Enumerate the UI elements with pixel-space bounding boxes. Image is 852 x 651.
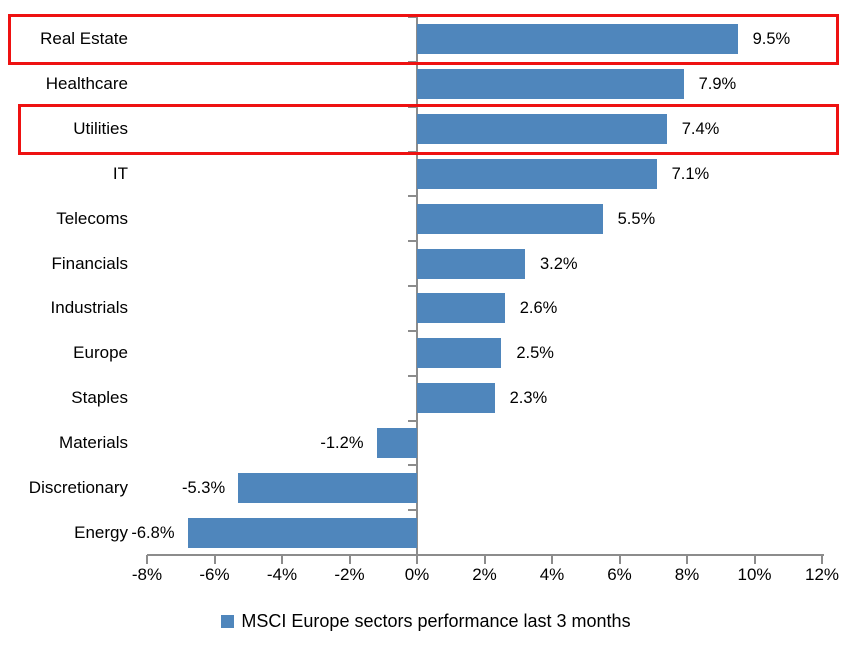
zero-axis-line (416, 17, 418, 555)
bar (417, 24, 738, 55)
category-label: Energy (74, 522, 128, 542)
x-tick-label: 4% (539, 565, 565, 584)
value-label: 7.1% (671, 164, 710, 183)
value-label: -5.3% (182, 478, 226, 497)
x-tick-label: 10% (737, 565, 772, 584)
value-label: 2.5% (516, 344, 554, 363)
legend: MSCI Europe sectors performance last 3 m… (0, 608, 852, 634)
x-axis-tick (281, 555, 283, 564)
value-label: 2.6% (519, 299, 558, 318)
category-label: Industrials (50, 298, 128, 318)
bar (417, 248, 525, 279)
category-axis-tick (408, 464, 416, 467)
bar (417, 338, 502, 369)
category-axis-tick (408, 509, 416, 512)
x-axis-tick (416, 555, 418, 564)
x-axis-tick (821, 555, 823, 564)
bar (187, 517, 417, 548)
category-label: Discretionary (28, 477, 128, 497)
category-label: Healthcare (45, 74, 128, 94)
x-tick-label: 6% (607, 565, 632, 584)
bar (417, 293, 505, 324)
category-axis-tick (408, 195, 416, 198)
bar (417, 114, 667, 145)
category-label: Utilities (73, 119, 128, 139)
highlight-box-utilities (18, 103, 839, 155)
bar (238, 472, 417, 503)
x-axis-tick (686, 555, 688, 564)
category-label: Materials (59, 432, 128, 452)
x-tick-label: 8% (674, 565, 700, 584)
category-axis-tick (408, 105, 416, 108)
value-label: 7.4% (681, 120, 720, 139)
value-label: 3.2% (540, 254, 578, 273)
category-axis-tick (408, 554, 416, 556)
category-label: IT (112, 163, 128, 183)
category-axis-tick (408, 374, 416, 377)
category-label: Real Estate (40, 29, 128, 49)
category-axis-tick (408, 240, 416, 243)
x-tick-label: 0% (404, 565, 430, 584)
x-axis-tick (348, 555, 351, 564)
value-label: 5.5% (617, 209, 656, 228)
highlight-box-real-estate (8, 13, 839, 65)
category-axis-tick (408, 60, 416, 63)
x-tick-label: 12% (804, 565, 840, 584)
category-label: Europe (73, 343, 128, 363)
value-label: -1.2% (320, 433, 364, 452)
x-tick-label: -8% (131, 565, 163, 584)
value-label: 7.9% (698, 75, 737, 94)
legend-label: MSCI Europe sectors performance last 3 m… (241, 610, 631, 631)
category-label: Financials (51, 253, 128, 273)
bar (417, 203, 603, 234)
x-axis-tick (551, 555, 553, 564)
x-tick-label: -6% (199, 565, 230, 584)
bar (376, 427, 417, 458)
value-label: 9.5% (752, 30, 791, 49)
x-tick-label: -4% (266, 565, 298, 584)
category-axis-tick (408, 285, 416, 287)
x-axis-tick (618, 555, 621, 564)
x-axis-tick (146, 555, 148, 564)
x-axis-line (147, 554, 824, 556)
x-axis-tick (753, 555, 756, 564)
category-axis-tick (408, 419, 416, 422)
bar (417, 69, 684, 100)
x-axis-tick (213, 555, 216, 564)
legend-marker-icon (221, 614, 235, 628)
x-tick-label: -2% (334, 565, 365, 584)
category-axis-tick (408, 329, 416, 332)
value-label: 2.3% (509, 389, 548, 408)
bar (417, 383, 495, 414)
x-axis-tick (483, 555, 486, 564)
bar (417, 158, 657, 189)
category-axis-tick (408, 150, 416, 153)
x-tick-label: 2% (472, 565, 497, 584)
category-label: Staples (71, 388, 128, 408)
value-label: -6.8% (131, 523, 175, 542)
category-label: Telecoms (56, 208, 128, 228)
category-axis-tick (408, 16, 416, 18)
